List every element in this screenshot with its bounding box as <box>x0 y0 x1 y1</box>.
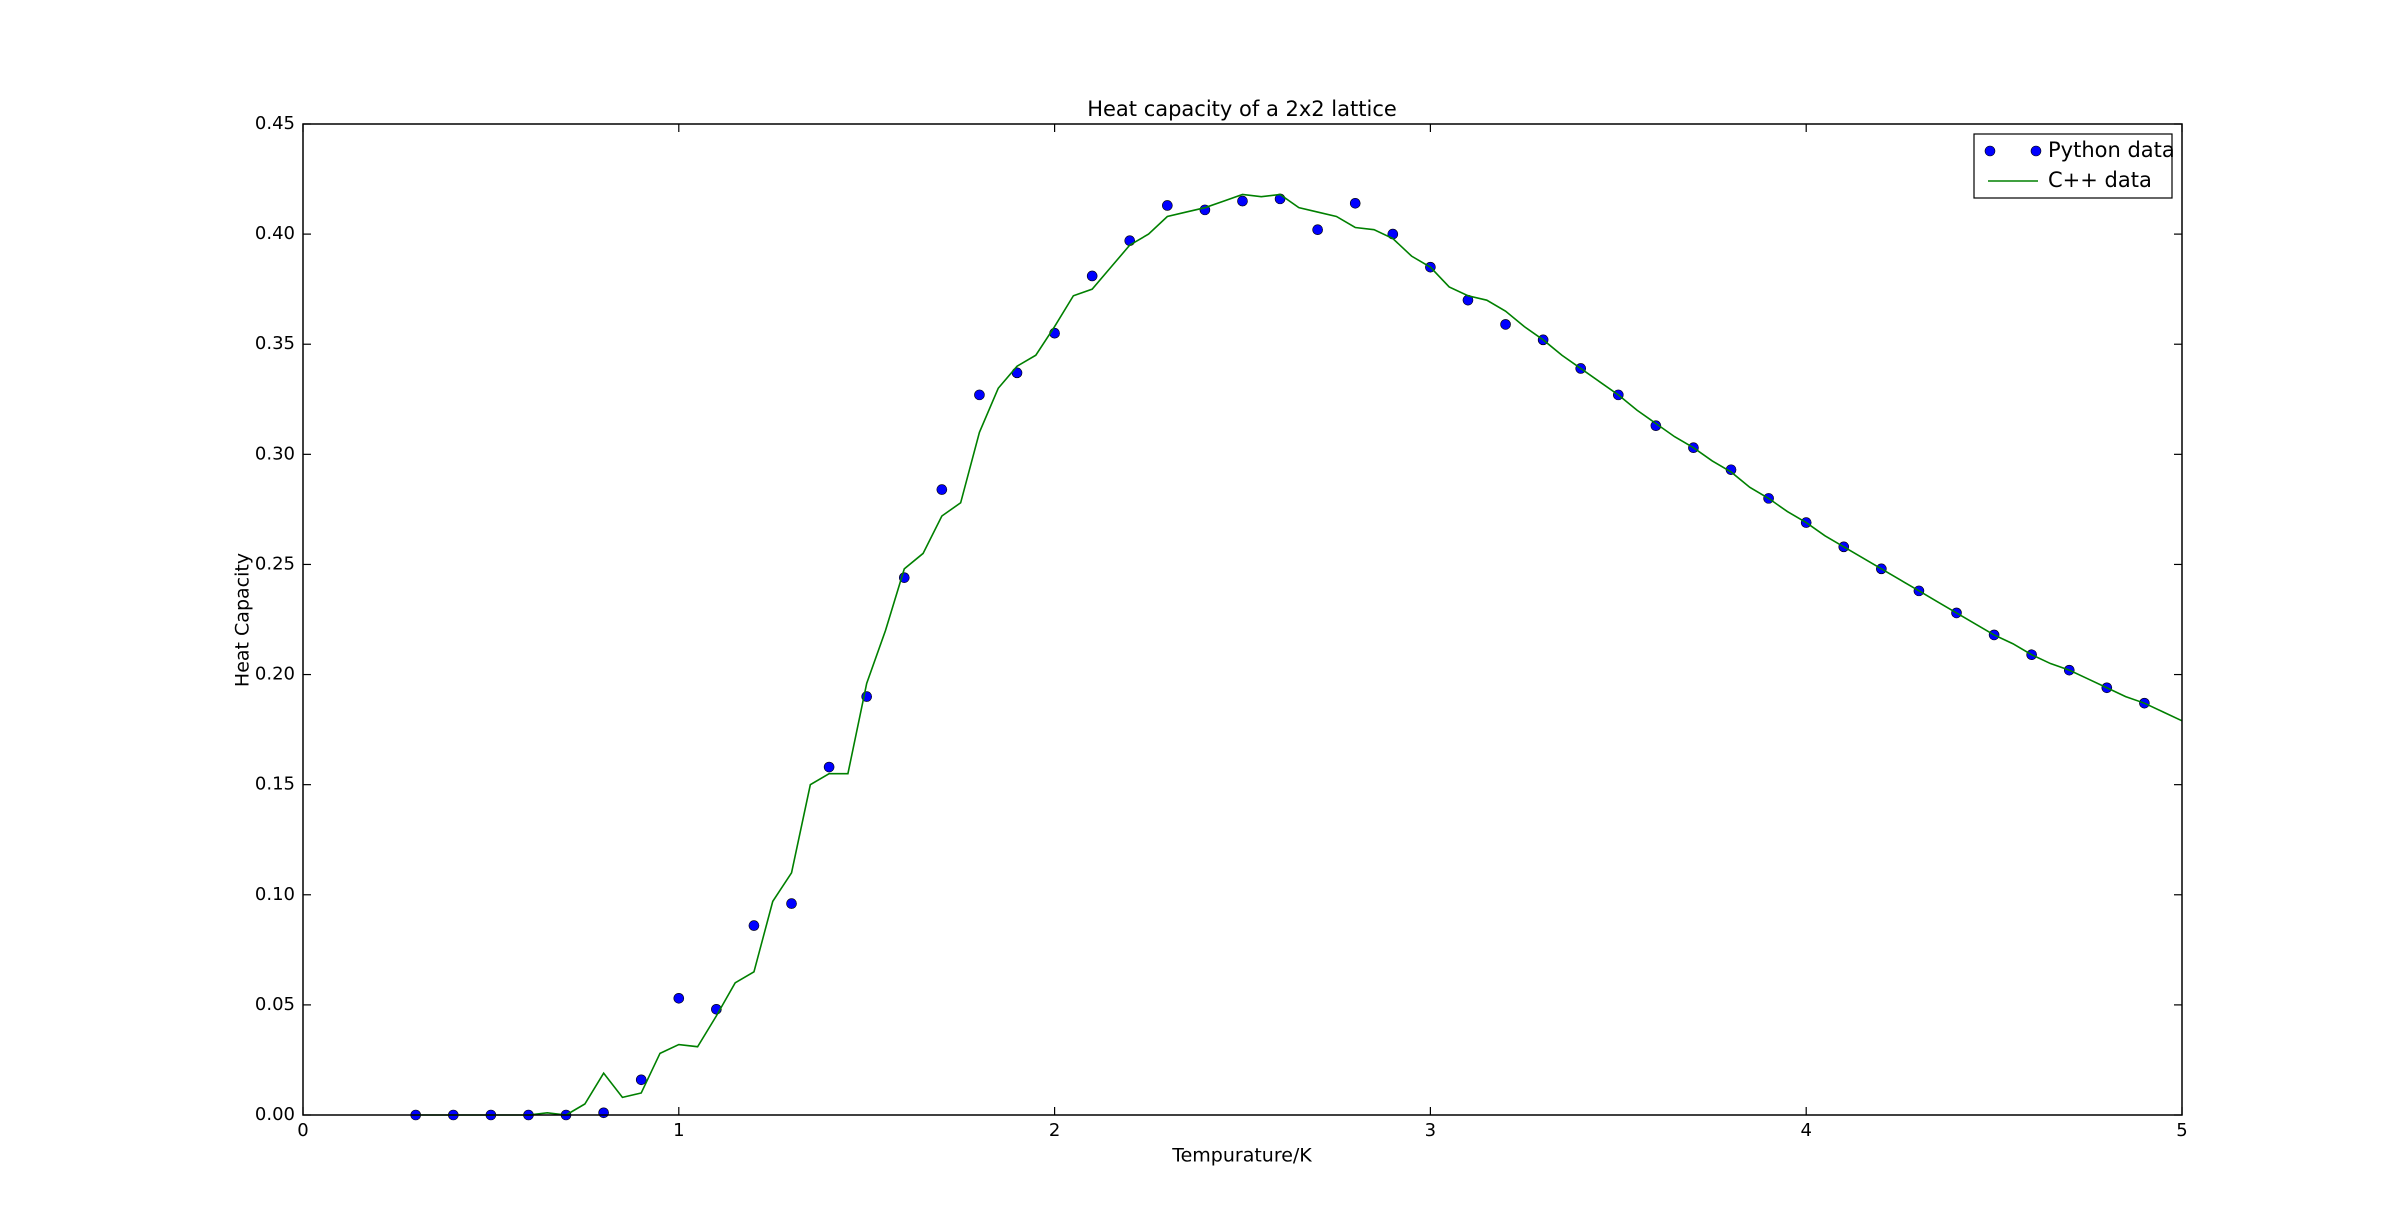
legend-box <box>1973 133 2173 199</box>
data-line <box>415 193 2183 1116</box>
data-point <box>635 1074 647 1086</box>
legend-label: Python data <box>2048 138 2175 162</box>
data-point <box>673 992 685 1004</box>
y-tick-label: 0.20 <box>255 664 295 685</box>
data-point <box>1500 319 1511 330</box>
data-point <box>1650 420 1662 432</box>
legend-marker <box>1984 145 1996 157</box>
x-tick-label: 5 <box>2176 1120 2187 1141</box>
y-tick-label: 0.10 <box>255 884 295 905</box>
x-axis-label: Tempurature/K <box>1171 1145 1312 1167</box>
chart-title: Heat capacity of a 2x2 lattice <box>1087 97 1397 121</box>
y-tick-label: 0.35 <box>255 333 295 354</box>
data-point <box>1237 195 1248 207</box>
data-point <box>1312 224 1323 236</box>
y-tick-label: 0.25 <box>255 553 295 574</box>
y-tick-label: 0.00 <box>255 1104 295 1125</box>
data-point <box>936 484 948 495</box>
x-tick-label: 2 <box>1049 1120 1060 1141</box>
x-tick-label: 0 <box>297 1120 308 1141</box>
plot-frame <box>302 123 2183 1116</box>
data-point <box>1086 270 1098 282</box>
x-tick-label: 3 <box>1425 1120 1436 1141</box>
y-tick-label: 0.15 <box>255 774 295 795</box>
legend-marker <box>2030 145 2042 157</box>
y-tick-label: 0.30 <box>255 443 295 464</box>
x-tick-label: 4 <box>1800 1120 1811 1141</box>
data-point <box>823 761 835 773</box>
y-tick-label: 0.45 <box>255 113 295 134</box>
data-point <box>598 1107 609 1119</box>
data-point <box>1349 197 1361 209</box>
data-point <box>1162 200 1173 211</box>
data-point <box>974 389 985 401</box>
x-tick-label: 1 <box>673 1120 684 1141</box>
y-axis-label: Heat Capacity <box>232 553 254 687</box>
legend-label: C++ data <box>2048 168 2152 192</box>
data-point <box>748 920 760 931</box>
y-tick-label: 0.40 <box>255 223 295 244</box>
y-tick-label: 0.05 <box>255 994 295 1015</box>
data-point <box>786 898 797 909</box>
